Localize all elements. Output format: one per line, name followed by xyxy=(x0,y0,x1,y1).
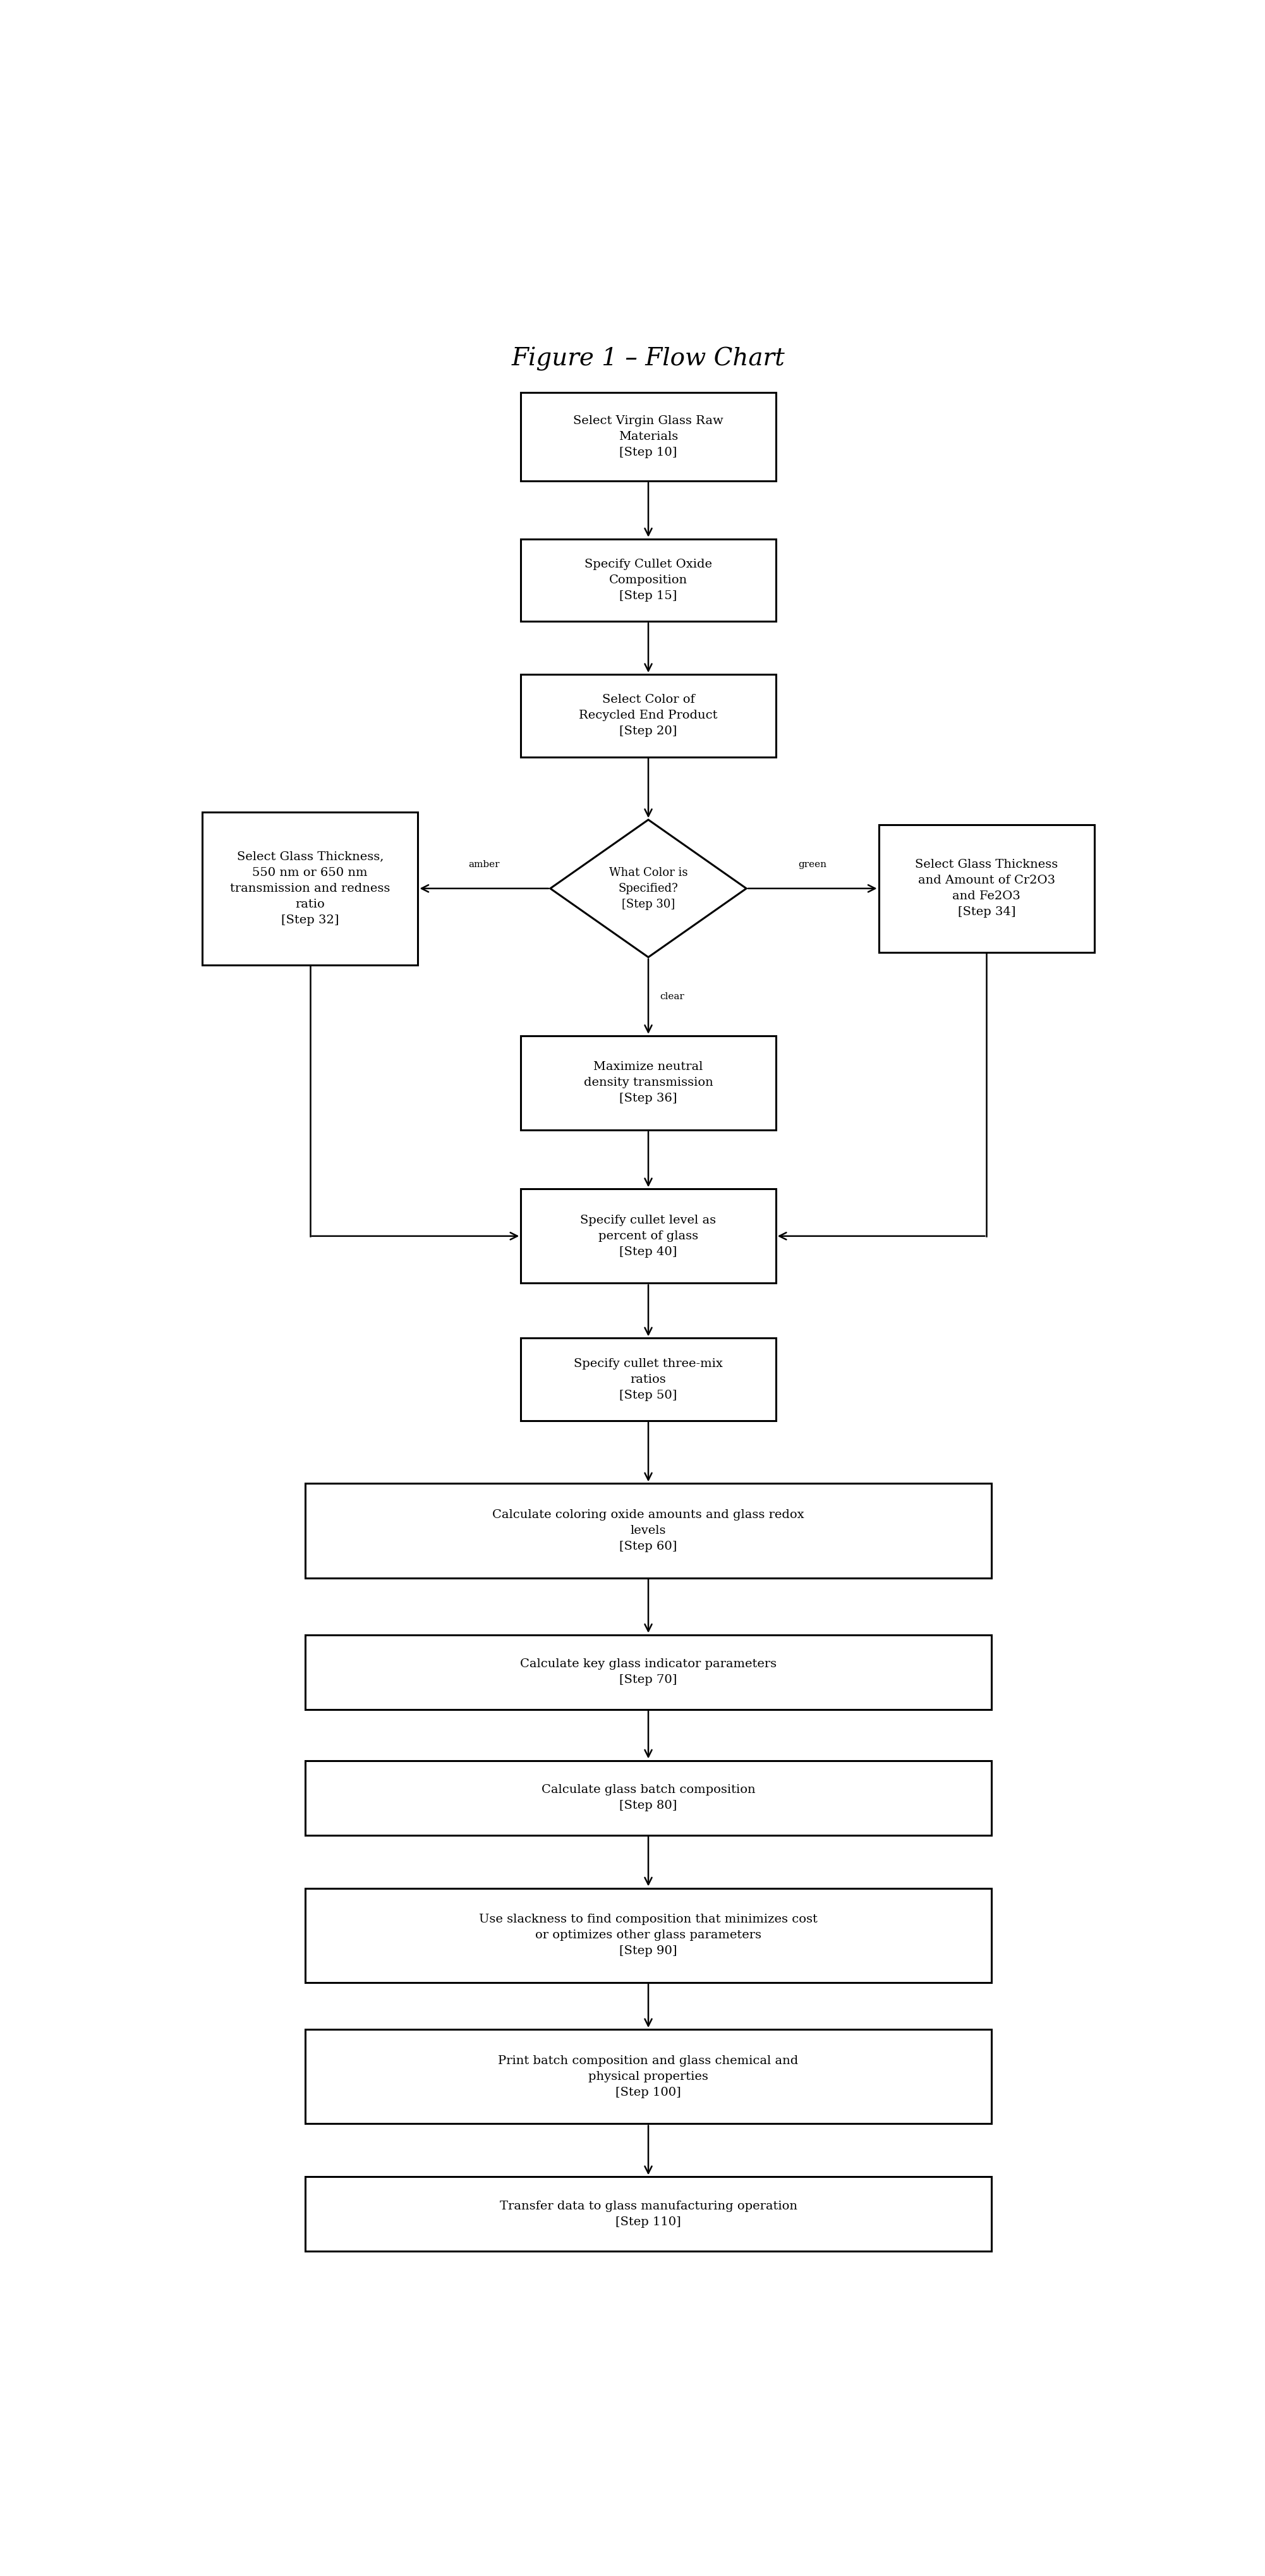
Bar xyxy=(202,811,417,966)
Bar xyxy=(879,824,1094,953)
Text: What Color is
Specified?
[Step 30]: What Color is Specified? [Step 30] xyxy=(608,868,688,909)
Text: Transfer data to glass manufacturing operation
[Step 110]: Transfer data to glass manufacturing ope… xyxy=(500,2200,797,2228)
Text: Figure 1 – Flow Chart: Figure 1 – Flow Chart xyxy=(511,348,786,371)
Text: Calculate glass batch composition
[Step 80]: Calculate glass batch composition [Step … xyxy=(541,1785,755,1811)
Text: Use slackness to find composition that minimizes cost
or optimizes other glass p: Use slackness to find composition that m… xyxy=(479,1914,817,1958)
Text: Specify Cullet Oxide
Composition
[Step 15]: Specify Cullet Oxide Composition [Step 1… xyxy=(584,559,712,603)
Bar xyxy=(521,392,775,482)
Text: Maximize neutral
density transmission
[Step 36]: Maximize neutral density transmission [S… xyxy=(583,1061,713,1105)
Text: Specify cullet three-mix
ratios
[Step 50]: Specify cullet three-mix ratios [Step 50… xyxy=(574,1358,722,1401)
Text: Specify cullet level as
percent of glass
[Step 40]: Specify cullet level as percent of glass… xyxy=(581,1216,716,1257)
Bar xyxy=(305,2177,992,2251)
Text: clear: clear xyxy=(660,992,684,1002)
Text: Calculate coloring oxide amounts and glass redox
levels
[Step 60]: Calculate coloring oxide amounts and gla… xyxy=(492,1510,805,1553)
Text: Select Glass Thickness,
550 nm or 650 nm
transmission and redness
ratio
[Step 32: Select Glass Thickness, 550 nm or 650 nm… xyxy=(230,850,390,925)
Text: Select Glass Thickness
and Amount of Cr2O3
and Fe2O3
[Step 34]: Select Glass Thickness and Amount of Cr2… xyxy=(915,858,1058,917)
Bar xyxy=(521,538,775,621)
Bar xyxy=(521,1036,775,1131)
Text: Print batch composition and glass chemical and
physical properties
[Step 100]: Print batch composition and glass chemic… xyxy=(498,2056,798,2097)
Text: Select Virgin Glass Raw
Materials
[Step 10]: Select Virgin Glass Raw Materials [Step … xyxy=(573,415,724,459)
Bar xyxy=(305,2030,992,2123)
Bar xyxy=(305,1888,992,1984)
Text: green: green xyxy=(798,860,827,868)
Bar xyxy=(305,1636,992,1710)
Bar xyxy=(521,675,775,757)
Bar xyxy=(305,1484,992,1577)
Text: Calculate key glass indicator parameters
[Step 70]: Calculate key glass indicator parameters… xyxy=(520,1659,777,1685)
Bar xyxy=(521,1190,775,1283)
Bar xyxy=(305,1759,992,1834)
Bar xyxy=(521,1337,775,1422)
Polygon shape xyxy=(550,819,746,958)
Text: Select Color of
Recycled End Product
[Step 20]: Select Color of Recycled End Product [St… xyxy=(579,693,717,737)
Text: amber: amber xyxy=(468,860,500,868)
